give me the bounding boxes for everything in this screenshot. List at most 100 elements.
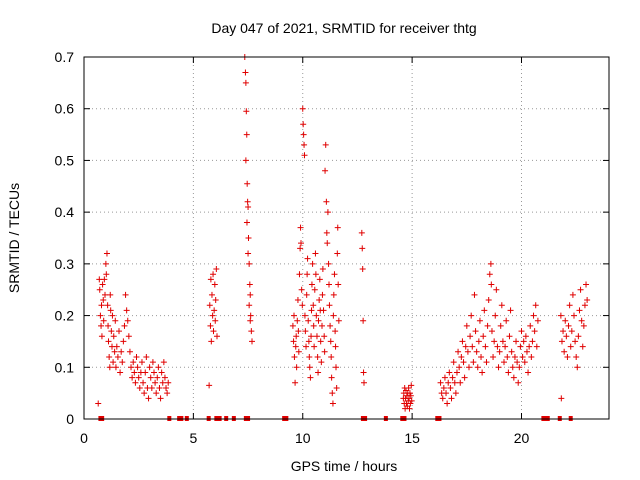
data-point (451, 379, 458, 386)
data-points (95, 54, 591, 421)
data-point (459, 338, 466, 345)
data-point (114, 353, 121, 360)
y-tick-label: 0 (66, 411, 74, 427)
data-point (291, 353, 298, 360)
data-point (502, 343, 509, 350)
data-point (497, 322, 504, 329)
data-point (207, 276, 214, 283)
data-point (328, 374, 335, 381)
data-point (359, 266, 366, 273)
data-point (245, 250, 252, 257)
data-point (243, 131, 250, 138)
x-axis-label: GPS time / hours (291, 458, 398, 474)
data-point (441, 374, 448, 381)
data-point (312, 271, 319, 278)
data-point (311, 286, 318, 293)
data-point (289, 322, 296, 329)
data-point (159, 379, 166, 386)
data-point (488, 281, 495, 288)
data-point (122, 291, 129, 298)
data-point (98, 302, 105, 309)
plot-frame (83, 56, 610, 420)
data-point (307, 374, 314, 381)
data-point (211, 307, 218, 314)
data-point (324, 240, 331, 247)
x-tick-label: 15 (404, 430, 420, 446)
data-point (487, 260, 494, 267)
data-point (558, 395, 565, 402)
data-point (478, 353, 485, 360)
data-point (509, 364, 516, 371)
data-point (308, 333, 315, 340)
data-point (98, 333, 105, 340)
data-point (534, 317, 541, 324)
data-point (508, 348, 515, 355)
data-point (437, 379, 444, 386)
data-point (108, 328, 115, 335)
data-point (303, 343, 310, 350)
data-point (206, 382, 213, 389)
data-point (100, 297, 107, 304)
data-point (246, 281, 253, 288)
data-point (565, 322, 572, 329)
data-point (102, 291, 108, 298)
data-point (292, 343, 299, 350)
data-point (212, 297, 219, 304)
data-point (479, 369, 486, 376)
data-point (448, 395, 455, 402)
data-point (322, 167, 329, 174)
data-point (98, 322, 105, 329)
data-point (332, 328, 339, 335)
data-point (306, 353, 313, 360)
data-point (209, 312, 216, 319)
data-point (244, 180, 251, 187)
data-point (300, 121, 307, 128)
data-point (210, 328, 217, 335)
data-point (156, 384, 163, 391)
data-point (335, 281, 342, 288)
data-point (327, 338, 334, 345)
data-point (163, 384, 170, 391)
data-point (439, 395, 446, 402)
data-point (242, 79, 249, 86)
data-point (107, 291, 114, 298)
data-point (334, 250, 341, 257)
data-point (153, 390, 160, 397)
data-point (321, 333, 328, 340)
data-point (123, 307, 130, 314)
data-point (319, 322, 325, 329)
data-point (579, 343, 586, 350)
data-point (213, 266, 220, 273)
data-point (443, 390, 450, 397)
data-point (165, 379, 172, 386)
y-tick-label: 0.5 (55, 152, 75, 168)
data-point (142, 369, 149, 376)
data-point (313, 312, 320, 319)
data-point (304, 255, 311, 262)
data-point (136, 384, 143, 391)
data-point (134, 364, 141, 371)
data-point (319, 291, 326, 298)
data-point (243, 108, 250, 115)
data-point (564, 353, 571, 360)
data-point (104, 302, 111, 309)
data-point (532, 302, 539, 309)
data-point (297, 245, 304, 252)
data-point (290, 338, 297, 345)
y-axis-label: SRMTID / TECUs (6, 183, 22, 293)
data-point (567, 343, 574, 350)
data-point (406, 405, 413, 412)
data-point (456, 364, 463, 371)
data-point (315, 317, 322, 324)
data-point (484, 322, 491, 329)
data-point (294, 297, 301, 304)
data-point (96, 276, 103, 283)
data-point (521, 359, 528, 366)
y-tick-label: 0.1 (55, 359, 75, 375)
data-point (164, 390, 171, 397)
data-point (571, 312, 577, 319)
data-point (160, 359, 167, 366)
data-point (466, 364, 472, 371)
data-point (464, 348, 471, 355)
